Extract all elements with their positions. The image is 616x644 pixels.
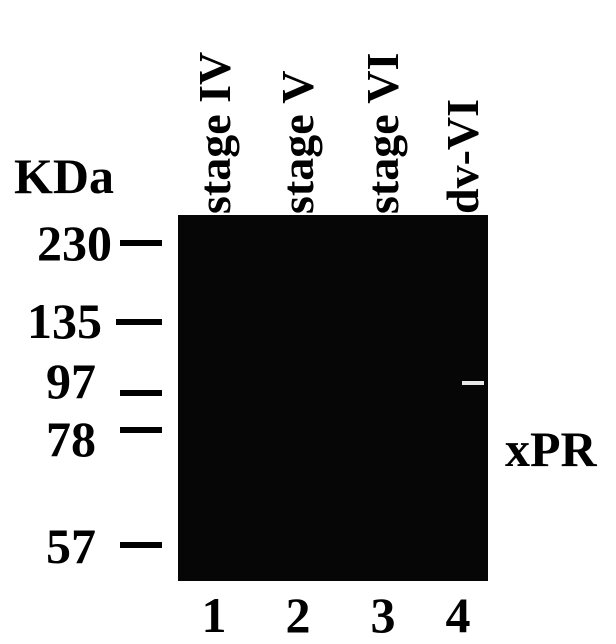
marker-dash: [120, 240, 162, 246]
marker-label: 230: [37, 215, 112, 271]
marker-dash: [120, 427, 162, 433]
band-label: xPR: [505, 421, 598, 477]
lane-label: dv-VI: [437, 99, 488, 214]
marker-dash: [120, 542, 162, 548]
blot-figure: KDa 230 135 97 78 57 stage IV stage V st…: [0, 0, 616, 644]
marker-label: 57: [46, 518, 96, 574]
marker-dash: [120, 390, 162, 396]
marker-dash: [116, 319, 162, 325]
lane-label: stage V: [272, 70, 323, 214]
marker-label: 78: [46, 411, 96, 467]
band: [462, 381, 484, 385]
blot-membrane: [178, 215, 488, 581]
unit-label: KDa: [14, 148, 114, 204]
lane-number: 2: [286, 587, 311, 643]
marker-label: 135: [27, 293, 102, 349]
lane-number: 1: [202, 587, 227, 643]
marker-label: 97: [46, 353, 96, 409]
lane-label: stage IV: [189, 52, 240, 214]
lane-number: 4: [446, 587, 471, 643]
lane-number: 3: [371, 587, 396, 643]
lane-label: stage VI: [357, 53, 408, 214]
